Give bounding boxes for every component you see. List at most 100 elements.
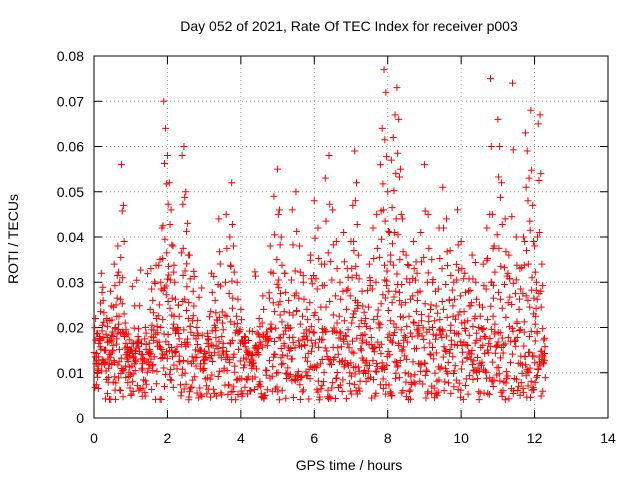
data-point [375, 324, 383, 332]
data-point [158, 346, 166, 354]
data-point [398, 281, 406, 289]
data-point [121, 362, 129, 370]
data-point [97, 269, 105, 277]
data-point [169, 242, 177, 250]
data-point [371, 343, 379, 351]
data-point [372, 278, 380, 286]
data-point [365, 361, 373, 369]
data-point [250, 386, 258, 394]
data-point [385, 287, 393, 295]
data-point [271, 308, 279, 316]
data-point [289, 393, 297, 401]
data-point [162, 124, 170, 132]
data-point [362, 338, 370, 346]
data-point [525, 368, 533, 376]
data-point [429, 324, 437, 331]
data-point [325, 355, 333, 363]
data-point [533, 295, 541, 303]
data-point [95, 339, 103, 347]
data-point [496, 143, 504, 150]
data-point [383, 153, 391, 161]
data-point [318, 356, 326, 364]
data-point [522, 247, 530, 255]
data-point [353, 179, 361, 187]
data-point [368, 285, 376, 293]
data-point [212, 309, 220, 317]
data-point [502, 379, 510, 387]
data-point [494, 115, 502, 123]
data-point [252, 365, 260, 373]
data-point [394, 231, 402, 239]
data-point [147, 265, 155, 273]
data-point [275, 333, 283, 341]
data-point [251, 268, 259, 276]
data-point [194, 329, 202, 337]
data-point [325, 393, 333, 401]
data-point [172, 347, 180, 355]
x-tick-label: 14 [600, 430, 616, 446]
data-point [327, 258, 335, 266]
data-point [537, 303, 545, 311]
data-point [385, 330, 393, 338]
data-point [291, 344, 299, 352]
data-point [394, 362, 402, 370]
data-point [198, 284, 206, 292]
data-point [304, 336, 312, 344]
data-point [429, 330, 437, 338]
data-point [395, 173, 403, 181]
data-point [495, 364, 503, 372]
data-point [334, 344, 342, 352]
data-point [168, 241, 176, 249]
data-point [313, 361, 321, 369]
data-point [444, 262, 452, 270]
data-point [285, 372, 293, 380]
data-point [206, 313, 214, 321]
data-point [540, 356, 548, 364]
data-point [527, 327, 535, 335]
data-point [319, 378, 327, 386]
data-point [157, 324, 165, 331]
data-point [533, 373, 541, 381]
data-point [406, 329, 414, 337]
data-point [237, 305, 245, 313]
data-points [90, 66, 549, 404]
data-point [198, 331, 206, 339]
data-point [340, 337, 348, 345]
data-point [115, 320, 123, 328]
data-point [406, 386, 414, 394]
data-point [170, 320, 178, 328]
data-point [506, 322, 514, 330]
data-point [120, 310, 128, 318]
data-point [393, 270, 401, 278]
data-point [392, 323, 400, 331]
data-point [502, 248, 510, 256]
data-point [148, 362, 156, 370]
data-point [268, 372, 276, 380]
data-point [311, 309, 319, 317]
data-point [539, 282, 547, 290]
data-point [494, 341, 502, 349]
x-tick-label: 4 [237, 430, 245, 446]
data-point [429, 344, 437, 352]
data-point [311, 339, 319, 347]
data-point [120, 333, 128, 341]
data-point [256, 338, 264, 346]
data-point [116, 295, 124, 303]
data-point [263, 386, 271, 394]
data-point [105, 351, 113, 359]
data-point [170, 261, 178, 269]
data-point [405, 312, 413, 320]
data-point [376, 253, 384, 261]
data-point [495, 173, 503, 181]
data-point [178, 371, 186, 379]
data-point [530, 294, 538, 302]
data-point [159, 316, 167, 324]
data-point [521, 129, 529, 137]
data-point [133, 339, 141, 347]
data-point [489, 312, 497, 320]
data-point [488, 210, 496, 218]
data-point [484, 254, 492, 262]
data-point [379, 206, 387, 214]
data-point [383, 361, 391, 369]
